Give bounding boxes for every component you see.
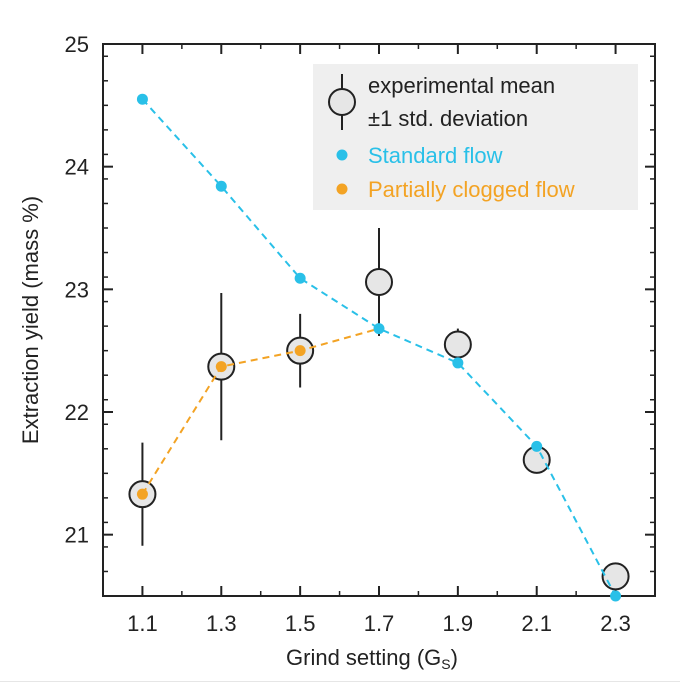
legend-clogged-label: Partially clogged flow [368, 177, 575, 202]
standard-flow-point [531, 440, 543, 452]
legend-background [313, 64, 638, 210]
mean-marker [601, 562, 630, 591]
clogged-flow-point [136, 488, 148, 500]
standard-flow-point [294, 272, 306, 284]
legend-mean-label-line1: experimental mean [368, 73, 555, 98]
legend-standard-marker-icon [336, 149, 348, 161]
x-tick-label: 1.7 [364, 611, 395, 636]
x-tick-label: 1.5 [285, 611, 316, 636]
x-axis-label-subscript: S [441, 656, 450, 672]
mean-marker [443, 330, 472, 359]
x-tick-label: 1.1 [127, 611, 158, 636]
y-tick-label: 25 [65, 32, 89, 57]
standard-flow-point [610, 590, 622, 602]
standard-flow-point [373, 323, 385, 335]
axis-tick-labels: 1.1 1.3 1.5 1.7 1.9 2.1 2.3 21 22 23 24 25 [65, 32, 631, 636]
y-tick-label: 22 [65, 400, 89, 425]
legend-standard-label: Standard flow [368, 143, 503, 168]
clogged-flow-line [141, 327, 380, 495]
clogged-flow-point [215, 361, 227, 373]
y-tick-label: 21 [65, 523, 89, 548]
mean-marker [365, 267, 393, 296]
x-tick-label: 2.1 [521, 611, 552, 636]
x-tick-label: 1.3 [206, 611, 237, 636]
x-tick-label: 1.9 [443, 611, 474, 636]
y-tick-label: 23 [65, 277, 89, 302]
x-axis-label: Grind setting (GS) [286, 645, 458, 672]
standard-flow-point [215, 180, 227, 192]
legend-mean-marker-icon [328, 88, 356, 116]
x-axis-label-main: Grind setting (G [286, 645, 441, 670]
legend-clogged-marker-icon [336, 183, 348, 195]
x-axis-label-suffix: ) [451, 645, 458, 670]
bottom-divider [0, 681, 680, 682]
clogged-flow-point [294, 345, 306, 357]
legend-mean-label-line2: ±1 std. deviation [368, 106, 528, 131]
y-axis-label: Extraction yield (mass %) [18, 196, 43, 444]
y-tick-label: 24 [65, 155, 89, 180]
standard-flow-point [452, 357, 464, 369]
standard-flow-point [136, 93, 148, 105]
x-tick-label: 2.3 [600, 611, 631, 636]
legend: experimental mean ±1 std. deviation Stan… [313, 64, 638, 210]
series-layer [128, 93, 630, 602]
